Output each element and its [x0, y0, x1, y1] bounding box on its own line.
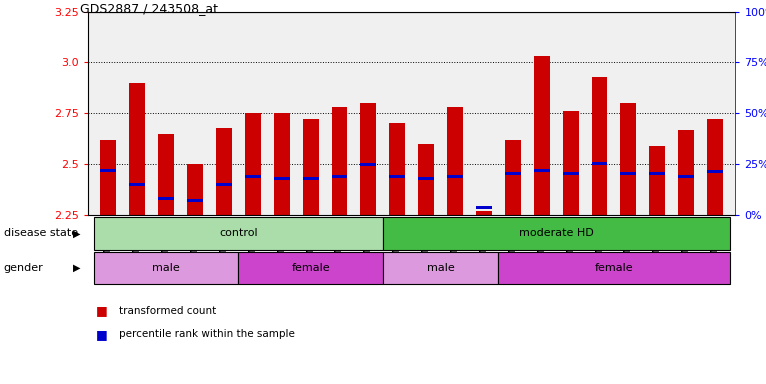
Bar — [534, 56, 550, 215]
Bar — [94, 217, 383, 250]
Bar — [505, 172, 521, 175]
Bar — [187, 199, 203, 202]
Bar — [245, 175, 260, 178]
Text: male: male — [152, 263, 180, 273]
Bar — [620, 172, 637, 175]
Bar — [563, 111, 578, 215]
Bar — [505, 140, 521, 215]
Text: gender: gender — [4, 263, 44, 273]
Bar — [238, 252, 383, 284]
Bar — [418, 177, 434, 180]
Text: ▶: ▶ — [73, 228, 80, 238]
Bar — [707, 119, 723, 215]
Text: ■: ■ — [96, 305, 107, 318]
Bar — [361, 163, 376, 166]
Bar — [707, 170, 723, 173]
Bar — [158, 197, 174, 200]
Text: female: female — [594, 263, 633, 273]
Bar — [216, 183, 232, 186]
Bar — [499, 252, 729, 284]
Bar — [332, 107, 348, 215]
Bar — [100, 140, 116, 215]
Bar — [476, 206, 492, 209]
Bar — [94, 252, 238, 284]
Text: ▶: ▶ — [73, 263, 80, 273]
Bar — [563, 172, 578, 175]
Bar — [273, 113, 290, 215]
Text: ■: ■ — [96, 328, 107, 341]
Bar — [620, 103, 637, 215]
Bar — [361, 103, 376, 215]
Bar — [447, 107, 463, 215]
Bar — [216, 127, 232, 215]
Bar — [332, 175, 348, 178]
Bar — [383, 217, 729, 250]
Bar — [273, 177, 290, 180]
Bar — [303, 119, 319, 215]
Text: percentile rank within the sample: percentile rank within the sample — [119, 329, 295, 339]
Bar — [678, 175, 694, 178]
Bar — [534, 169, 550, 172]
Text: transformed count: transformed count — [119, 306, 216, 316]
Bar — [129, 183, 146, 186]
Bar — [389, 175, 405, 178]
Bar — [245, 113, 260, 215]
Bar — [591, 162, 607, 165]
Bar — [187, 164, 203, 215]
Text: male: male — [427, 263, 454, 273]
Text: moderate HD: moderate HD — [519, 228, 594, 238]
Bar — [650, 146, 666, 215]
Bar — [389, 123, 405, 215]
Text: disease state: disease state — [4, 228, 78, 238]
Bar — [418, 144, 434, 215]
Bar — [158, 134, 174, 215]
Bar — [383, 252, 499, 284]
Bar — [678, 129, 694, 215]
Bar — [650, 172, 666, 175]
Bar — [100, 169, 116, 172]
Text: female: female — [291, 263, 330, 273]
Bar — [591, 77, 607, 215]
Text: control: control — [219, 228, 257, 238]
Bar — [303, 177, 319, 180]
Bar — [476, 211, 492, 215]
Bar — [129, 83, 146, 215]
Text: GDS2887 / 243508_at: GDS2887 / 243508_at — [80, 2, 218, 15]
Bar — [447, 175, 463, 178]
